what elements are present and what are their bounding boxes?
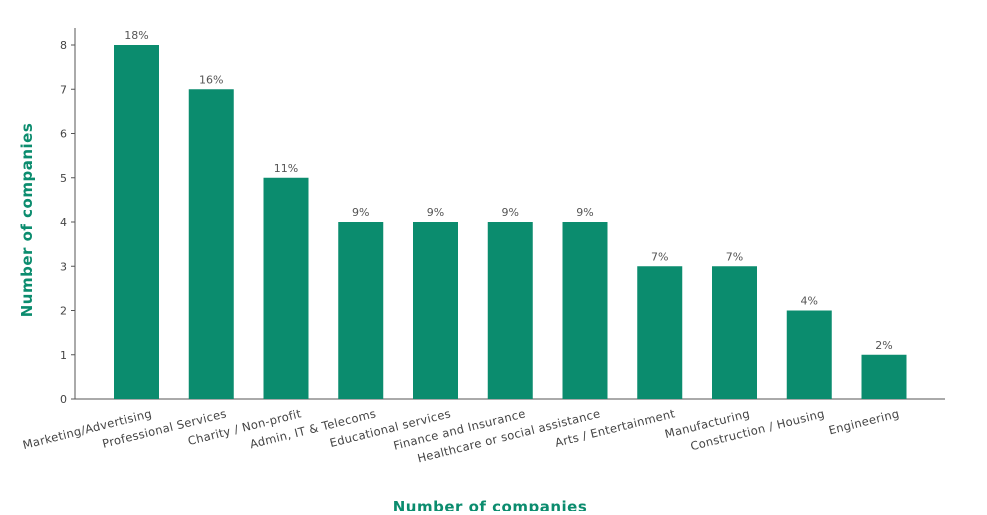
bar <box>114 45 159 399</box>
bar <box>188 89 234 399</box>
bar <box>712 266 757 399</box>
data-label: 9% <box>502 206 519 219</box>
bar <box>861 354 907 399</box>
data-label: 4% <box>801 295 818 308</box>
data-label: 9% <box>427 206 444 219</box>
y-tick-label: 0 <box>60 393 67 406</box>
bar <box>413 222 458 399</box>
bar <box>263 177 309 399</box>
y-tick-label: 4 <box>60 216 67 229</box>
data-label: 7% <box>651 250 668 263</box>
data-label: 11% <box>274 162 298 175</box>
y-tick-label: 2 <box>60 305 67 318</box>
y-axis-title: Number of companies <box>18 123 36 318</box>
y-tick-label: 8 <box>60 39 67 52</box>
x-category-label: Engineering <box>827 406 901 437</box>
y-tick-label: 6 <box>60 128 67 141</box>
data-label: 16% <box>199 73 223 86</box>
data-label: 18% <box>124 29 148 42</box>
bar <box>786 310 832 399</box>
data-label: 9% <box>352 206 369 219</box>
y-tick-label: 3 <box>60 260 67 273</box>
data-label: 7% <box>726 250 743 263</box>
bar <box>562 222 608 399</box>
bar <box>487 222 533 399</box>
y-tick-label: 1 <box>60 349 67 362</box>
data-label: 9% <box>576 206 593 219</box>
data-label: 2% <box>875 339 892 352</box>
bar <box>338 222 384 399</box>
y-tick-label: 7 <box>60 83 67 96</box>
bar <box>637 266 683 399</box>
x-axis-title: Number of companies <box>393 498 588 511</box>
y-tick-label: 5 <box>60 172 67 185</box>
